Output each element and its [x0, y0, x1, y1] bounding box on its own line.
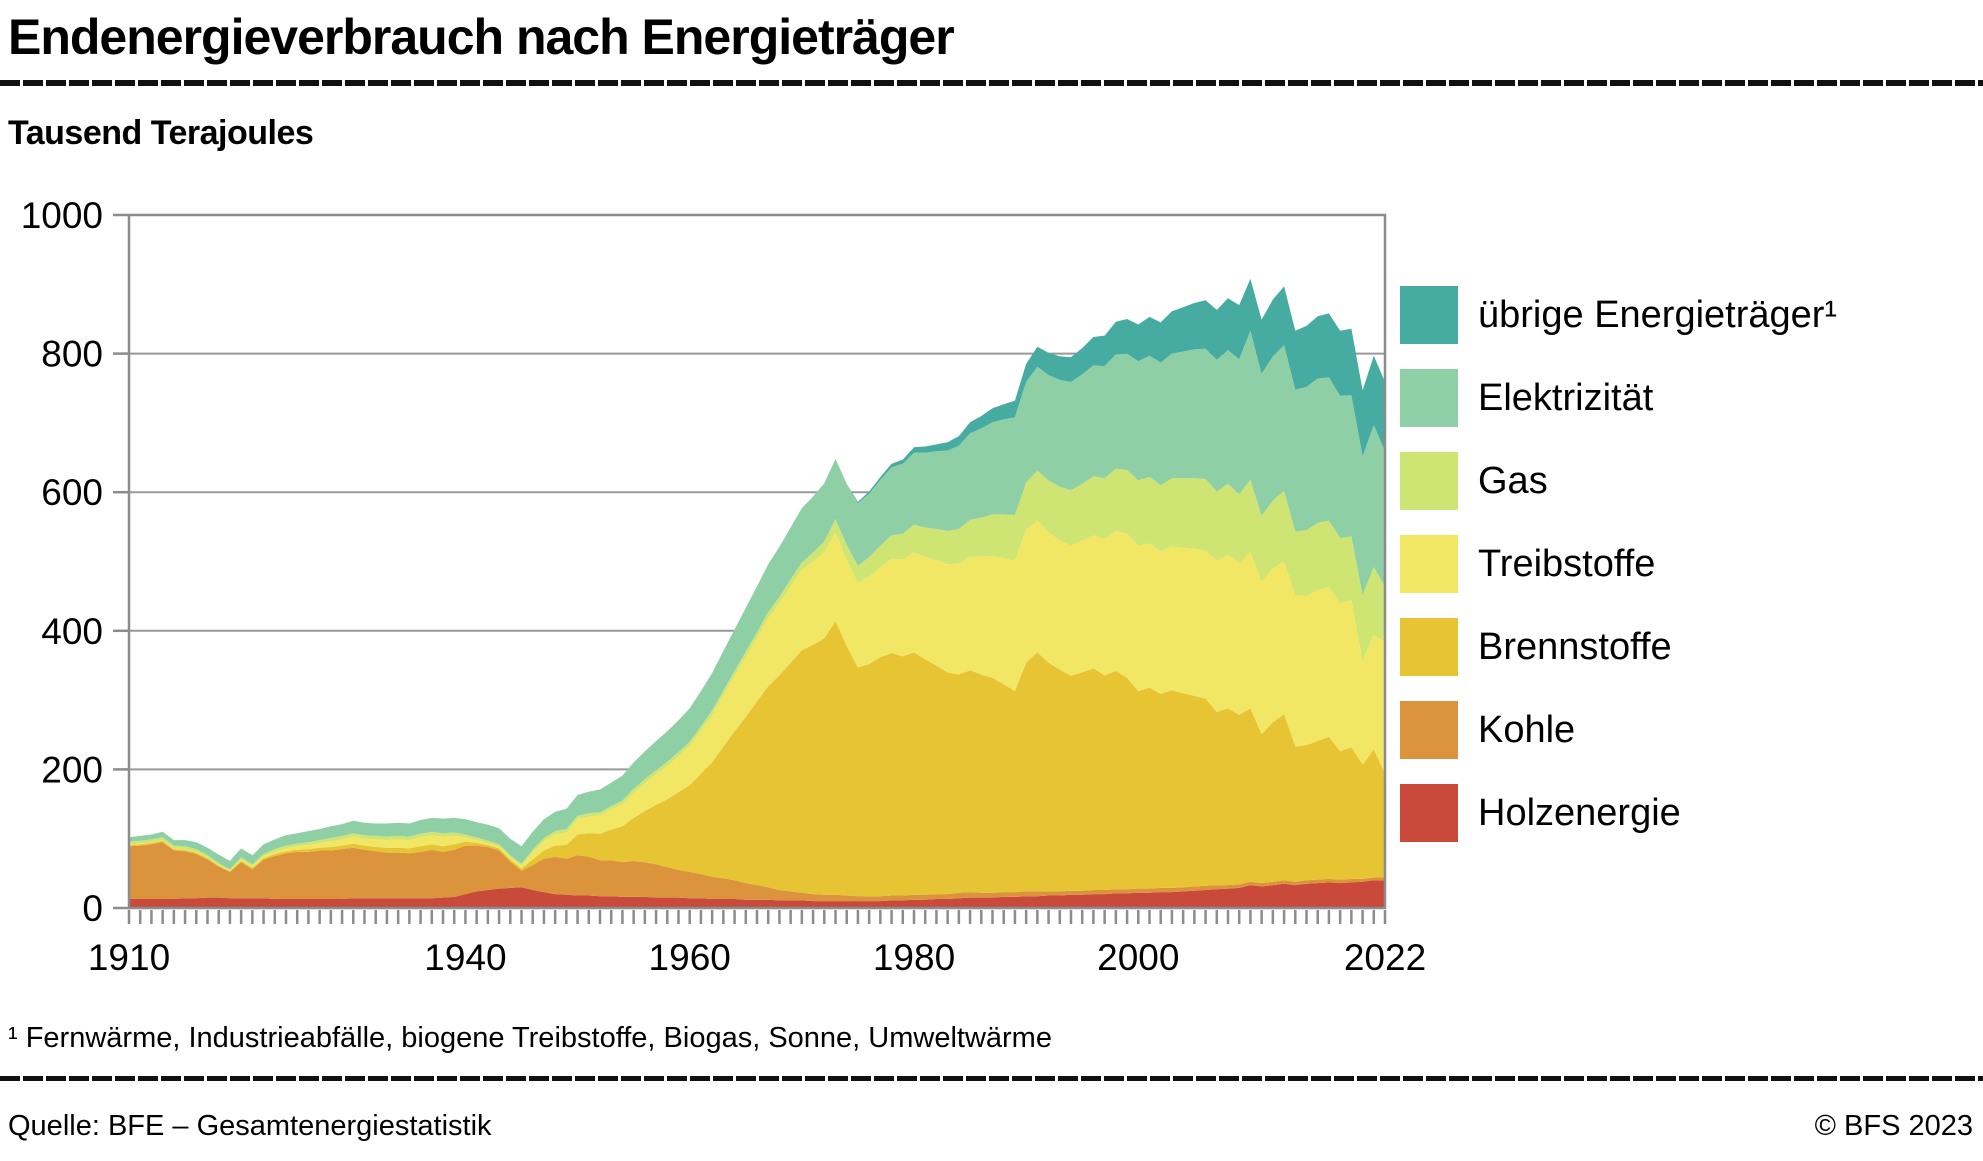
legend: übrige Energieträger¹ Elektrizität Gas Trei… — [1400, 286, 1837, 842]
legend-item: übrige Energieträger¹ — [1400, 286, 1837, 344]
legend-swatch — [1400, 369, 1458, 427]
area-holzenergie — [129, 880, 1385, 908]
area-elektrizit-t — [129, 330, 1385, 870]
legend-swatch — [1400, 618, 1458, 676]
legend-item: Treibstoffe — [1400, 535, 1837, 593]
area-brennstoffe — [129, 621, 1385, 897]
x-tick-label: 1980 — [873, 937, 955, 978]
legend-label: Treibstoffe — [1478, 542, 1656, 585]
y-tick-label: 1000 — [21, 195, 103, 236]
legend-label: Brennstoffe — [1478, 625, 1672, 668]
legend-item: Brennstoffe — [1400, 618, 1837, 676]
legend-item: Holzenergie — [1400, 784, 1837, 842]
x-tick-label: 1910 — [88, 937, 170, 978]
legend-swatch — [1400, 535, 1458, 593]
area-kohle — [129, 842, 1385, 902]
page-title: Endenergieverbrauch nach Energieträger — [8, 9, 955, 65]
x-tick-label: 2000 — [1097, 937, 1179, 978]
y-tick-label: 0 — [82, 888, 103, 929]
footnote: ¹ Fernwärme, Industrieabfälle, biogene T… — [8, 1022, 1052, 1054]
plot-frame — [127, 213, 1387, 910]
legend-swatch — [1400, 452, 1458, 510]
x-tick-label: 1940 — [424, 937, 506, 978]
area--brige-energietr-ger — [129, 278, 1385, 861]
title-divider — [0, 80, 1983, 86]
legend-label: Elektrizität — [1478, 376, 1654, 419]
y-tick-label: 800 — [41, 334, 103, 375]
copyright-text: © BFS 2023 — [1814, 1110, 1973, 1142]
legend-label: Gas — [1478, 459, 1548, 502]
legend-item: Gas — [1400, 452, 1837, 510]
source-text: Quelle: BFE – Gesamtenergiestatistik — [8, 1110, 492, 1142]
y-tick-label: 200 — [41, 749, 103, 790]
axis-unit-label: Tausend Terajoules — [8, 114, 314, 152]
legend-label: Kohle — [1478, 708, 1576, 751]
x-tick-label: 2022 — [1344, 937, 1426, 978]
footer-divider — [0, 1076, 1983, 1081]
x-tick-label: 1960 — [649, 937, 731, 978]
legend-label: übrige Energieträger¹ — [1478, 293, 1838, 336]
legend-swatch — [1400, 701, 1458, 759]
y-tick-label: 600 — [41, 472, 103, 513]
legend-swatch — [1400, 784, 1458, 842]
area-gas — [129, 468, 1385, 871]
chart-svg: 0 200 400 600 800 1000 1910 1940 1960 1980 2000 202… — [21, 195, 1426, 978]
legend-label: Holzenergie — [1478, 791, 1681, 834]
area-treibstoffe — [129, 520, 1385, 872]
legend-swatch — [1400, 286, 1458, 344]
legend-item: Kohle — [1400, 701, 1837, 759]
y-tick-label: 400 — [41, 611, 103, 652]
legend-item: Elektrizität — [1400, 369, 1837, 427]
